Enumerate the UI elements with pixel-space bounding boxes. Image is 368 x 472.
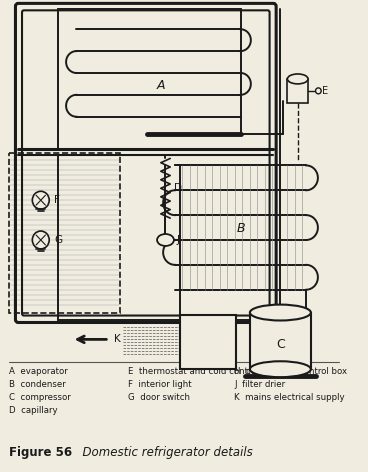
Text: C: C [276, 338, 285, 351]
Text: K  mains electrical supply: K mains electrical supply [234, 393, 344, 402]
Text: H: H [203, 336, 212, 348]
Bar [287, 79, 308, 103]
Circle shape [32, 191, 49, 209]
Text: J: J [177, 235, 180, 245]
Ellipse shape [250, 361, 311, 377]
Circle shape [32, 231, 49, 249]
Ellipse shape [250, 304, 311, 320]
Text: A: A [156, 79, 165, 93]
Text: F  interior light: F interior light [128, 380, 192, 389]
Ellipse shape [157, 234, 174, 246]
Text: Figure 56: Figure 56 [9, 446, 72, 459]
Text: D: D [174, 183, 182, 193]
Text: D  capillary: D capillary [9, 406, 57, 415]
Ellipse shape [287, 74, 308, 84]
Text: F: F [54, 195, 60, 205]
Circle shape [315, 88, 321, 94]
Text: G: G [54, 235, 62, 245]
Bar [9, 153, 120, 312]
Text: E  thermostat and cold control: E thermostat and cold control [128, 367, 259, 376]
Text: G  door switch: G door switch [128, 393, 190, 402]
Text: Domestic refrigerator details: Domestic refrigerator details [75, 446, 252, 459]
Text: J  filter drier: J filter drier [234, 380, 285, 389]
Text: B  condenser: B condenser [9, 380, 66, 389]
Text: E: E [322, 86, 328, 96]
Text: A  evaporator: A evaporator [9, 367, 68, 376]
Text: B: B [236, 221, 245, 235]
Bar [250, 312, 311, 369]
Text: H  compressor control box: H compressor control box [234, 367, 347, 376]
Bar [180, 314, 236, 369]
Text: K: K [114, 334, 121, 345]
Text: C  compressor: C compressor [9, 393, 71, 402]
